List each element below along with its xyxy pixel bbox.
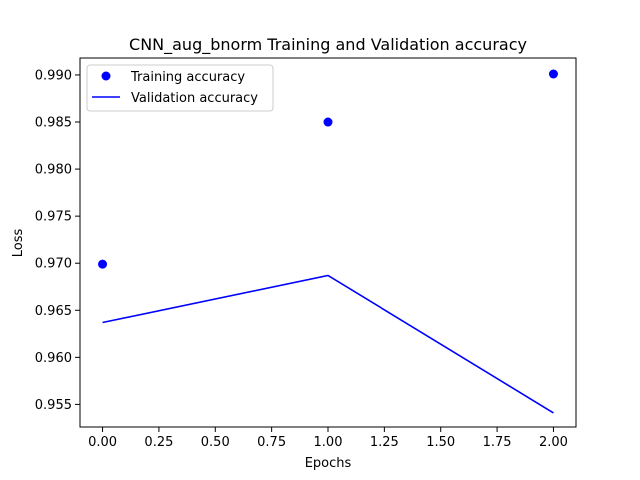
y-tick-label: 0.970 [35, 257, 72, 272]
y-tick-label: 0.965 [35, 304, 72, 319]
legend-label-validation: Validation accuracy [131, 91, 258, 106]
data-point-training-accuracy [323, 117, 333, 127]
y-tick-label: 0.955 [35, 398, 72, 413]
x-tick-label: 1.75 [483, 435, 512, 450]
y-tick-label: 0.975 [35, 210, 72, 225]
legend: Training accuracy Validation accuracy [86, 64, 274, 112]
y-tick-label: 0.980 [35, 163, 72, 178]
legend-label-training: Training accuracy [130, 70, 245, 85]
y-axis-label: Loss [11, 229, 26, 258]
y-tick-label: 0.985 [35, 116, 72, 131]
plot-area [98, 69, 558, 414]
legend-box [86, 64, 274, 112]
legend-marker-training [101, 71, 111, 81]
series-line-validation-accuracy [102, 274, 554, 414]
x-tick-label: 0.75 [257, 435, 286, 450]
x-tick-label: 0.25 [144, 435, 173, 450]
x-tick-label: 0.50 [201, 435, 230, 450]
x-tick-label: 1.50 [426, 435, 455, 450]
data-point-training-accuracy [548, 69, 558, 79]
y-tick-label: 0.990 [35, 68, 72, 83]
data-point-training-accuracy [98, 259, 108, 269]
y-axis: 0.955 0.960 0.965 0.970 0.975 0.980 0.985 0.990 [35, 68, 80, 413]
x-axis-label: Epochs [305, 456, 352, 471]
x-tick-label: 0.00 [88, 435, 117, 450]
x-tick-label: 1.00 [314, 435, 343, 450]
y-tick-label: 0.960 [35, 351, 72, 366]
x-axis: 0.00 0.25 0.50 0.75 1.00 1.25 1.50 1.75 2.00 [88, 427, 568, 450]
x-tick-label: 2.00 [539, 435, 568, 450]
chart-title: CNN_aug_bnorm Training and Validation ac… [129, 35, 527, 55]
x-tick-label: 1.25 [370, 435, 399, 450]
